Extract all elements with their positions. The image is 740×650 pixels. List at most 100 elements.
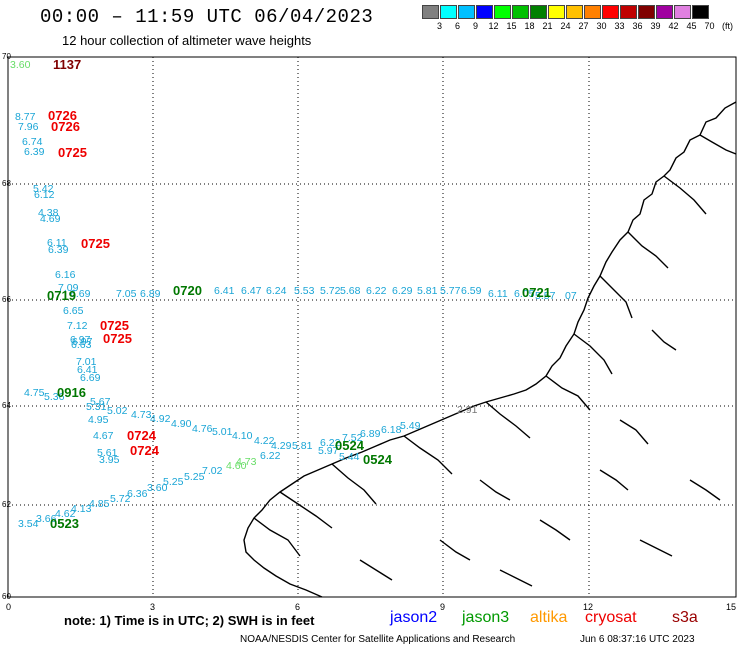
wave-height-value: 5.44 xyxy=(339,451,360,463)
x-tick-3: 3 xyxy=(150,602,156,612)
pass-time-label: 0725 xyxy=(103,331,132,346)
wave-height-value: 4.62 xyxy=(55,508,76,520)
wave-height-value: 6.16 xyxy=(55,269,76,281)
satellite-altika-label: altika xyxy=(530,609,568,626)
lake-8 xyxy=(359,559,393,581)
pass-time-label: 0724 xyxy=(127,428,156,443)
legend-swatch xyxy=(422,5,439,19)
pass-time-label: 0724 xyxy=(130,443,159,458)
wave-height-value: 3.95 xyxy=(99,454,120,466)
fjord-7 xyxy=(485,401,531,439)
legend-label: 18 xyxy=(524,21,535,31)
wave-height-value: 7.01 xyxy=(76,356,97,368)
wave-height-value: 5.53 xyxy=(294,285,315,297)
wave-height-value: 4.92 xyxy=(150,413,171,425)
legend-swatch xyxy=(530,5,547,19)
wave-height-value: 4.60 xyxy=(226,460,247,472)
wave-height-value: 5.68 xyxy=(340,285,361,297)
satellite-s3a-label: s3a xyxy=(672,609,698,626)
wave-height-value: 5.36 xyxy=(44,391,65,403)
legend-label: 3 xyxy=(436,21,442,31)
wave-height-value: 5.81 xyxy=(292,440,313,452)
y-tick-64: 64 xyxy=(2,401,11,410)
legend-swatch xyxy=(674,5,691,19)
graticule xyxy=(8,57,736,597)
wave-height-value: 4.85 xyxy=(89,498,110,510)
wave-height-value: 6.65 xyxy=(63,305,84,317)
wave-height-value: 5.67 xyxy=(90,396,111,408)
wave-height-value: 4.22 xyxy=(254,435,275,447)
wave-height-value: 6.11 xyxy=(488,288,508,300)
pass-time-label: 0916 xyxy=(57,385,86,400)
wave-height-value: 4.75 xyxy=(24,387,45,399)
wave-height-value: 7.09 xyxy=(58,282,79,294)
fjord-3 xyxy=(627,231,669,269)
wave-height-value: 7.05 xyxy=(116,288,137,300)
y-tick-70: 70 xyxy=(2,52,11,61)
lake-7 xyxy=(639,539,673,557)
pass-time-label: 0725 xyxy=(100,318,129,333)
wave-height-value: 4.29 xyxy=(271,440,292,452)
pass-time-label: 0523 xyxy=(50,516,79,531)
wave-height-value: 6.59 xyxy=(461,285,482,297)
wave-height-value: 6.18 xyxy=(381,424,402,436)
wave-height-value: 5.31 xyxy=(86,401,107,413)
wave-height-value: 6.63 xyxy=(71,339,92,351)
wave-height-value: 6.12 xyxy=(34,189,55,201)
wave-height-value: 6.22 xyxy=(260,450,281,462)
wave-height-value: 4.69 xyxy=(40,213,61,225)
wave-height-value: 4.76 xyxy=(192,423,213,435)
wave-height-value: 6.97 xyxy=(72,336,93,348)
fjord-9 xyxy=(331,463,377,505)
fjord-6 xyxy=(545,375,591,411)
legend-label: 45 xyxy=(686,21,697,31)
wave-height-value: 5.25 xyxy=(184,471,205,483)
legend-swatch xyxy=(620,5,637,19)
chart-subtitle: 12 hour collection of altimeter wave hei… xyxy=(62,33,312,48)
pass-time-label: 0725 xyxy=(81,236,110,251)
wave-height-value: 3.54 xyxy=(18,518,39,530)
satellite-cryosat-label: cryosat xyxy=(585,609,637,626)
wave-height-value: 7.02 xyxy=(202,465,223,477)
x-tick-15: 15 xyxy=(726,602,737,612)
wave-height-value: 7.12 xyxy=(67,320,88,332)
fjord-1 xyxy=(699,134,737,155)
fjord-11 xyxy=(253,517,301,557)
y-tick-66: 66 xyxy=(2,295,11,304)
x-tick-0: 0 xyxy=(6,602,12,612)
wave-height-value: 6.74 xyxy=(22,136,43,148)
wave-height-value: 5.72 xyxy=(110,493,131,505)
legend-label: 6 xyxy=(454,21,460,31)
legend-swatch xyxy=(656,5,673,19)
wave-height-value: 6.41 xyxy=(214,285,235,297)
wave-height-value: 7.96 xyxy=(18,121,39,133)
footer-note: note: 1) Time is in UTC; 2) SWH is in fe… xyxy=(64,613,315,628)
wave-height-value: 6.39 xyxy=(24,146,45,158)
lake-4 xyxy=(479,479,511,501)
y-tick-60: 60 xyxy=(2,592,11,601)
legend-swatch xyxy=(584,5,601,19)
lake-1 xyxy=(651,329,677,351)
fjord-8 xyxy=(403,435,453,475)
wave-height-value: 6.69 xyxy=(80,372,101,384)
legend-swatch xyxy=(458,5,475,19)
wave-height-value: 6.24 xyxy=(266,285,287,297)
wave-height-value: 3.60 xyxy=(147,482,168,494)
wave-height-value: 4.13 xyxy=(71,503,92,515)
wave-height-value: 5.72 xyxy=(320,285,341,297)
fjord-5 xyxy=(573,333,613,375)
wave-height-value: 7.52 xyxy=(342,432,363,444)
wave-height-value: 07 xyxy=(565,290,577,302)
satellite-jason3-label: jason3 xyxy=(462,609,510,626)
y-tick-68: 68 xyxy=(2,179,11,188)
wave-height-value: 6.29 xyxy=(392,285,413,297)
lake-9 xyxy=(499,569,533,587)
wave-height-value: 5.25 xyxy=(163,476,184,488)
wave-height-value: 8.77 xyxy=(15,111,36,123)
legend-swatch xyxy=(476,5,493,19)
legend-label: 39 xyxy=(650,21,661,31)
wave-height-value: 6.69 xyxy=(70,288,91,300)
legend-label: 12 xyxy=(488,21,499,31)
wave-height-value: 6.11 xyxy=(47,237,67,249)
